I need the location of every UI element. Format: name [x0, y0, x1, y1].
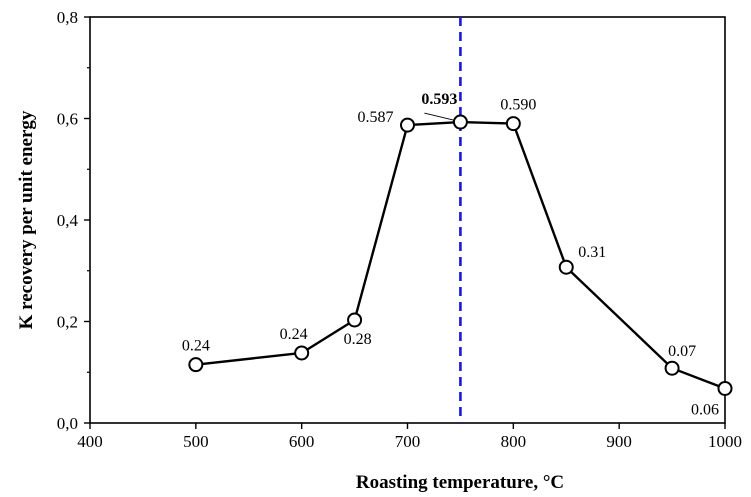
y-tick-label: 0,2 — [57, 313, 78, 332]
x-tick-label: 400 — [77, 432, 103, 451]
data-point — [400, 117, 415, 133]
data-point — [188, 357, 204, 373]
data-label: 0.587 — [358, 109, 394, 126]
y-tick-label: 0,4 — [57, 211, 79, 230]
data-point — [664, 360, 680, 376]
data-label: 0.06 — [691, 401, 719, 418]
data-label: 0.590 — [500, 97, 536, 114]
data-label: 0.28 — [344, 331, 372, 348]
data-point — [505, 116, 521, 132]
data-point — [558, 259, 574, 275]
data-label: 0.07 — [668, 343, 696, 360]
y-axis-title: K recovery per unit energy — [16, 110, 37, 329]
data-point — [717, 380, 733, 396]
data-label: 0.24 — [280, 326, 308, 343]
plot-frame — [89, 16, 726, 424]
label-leader-line — [424, 112, 454, 121]
data-label: 0.593 — [421, 91, 457, 108]
y-tick-label: 0,8 — [57, 8, 78, 27]
y-tick-label: 0,6 — [57, 110, 78, 129]
data-point — [294, 345, 310, 361]
data-label: 0.24 — [182, 338, 210, 355]
x-tick-label: 1000 — [708, 432, 742, 451]
x-tick-label: 900 — [606, 432, 632, 451]
y-tick-label: 0,0 — [57, 414, 78, 433]
data-series — [188, 114, 733, 396]
data-label: 0.31 — [578, 244, 606, 261]
data-labels: 0.24 0.24 0.28 0.587 0.593 0.590 0.31 0.07 0.06 — [182, 91, 719, 418]
chart-ticks: 400 500 600 700 800 900 1000 0,0 0,2 0,4 0,6 0,8 — [57, 8, 742, 451]
x-tick-label: 800 — [501, 432, 527, 451]
x-tick-label: 600 — [289, 432, 315, 451]
data-point — [347, 312, 363, 328]
data-point — [452, 114, 468, 130]
x-axis-title: Roasting temperature, °C — [356, 472, 564, 493]
x-tick-label: 500 — [183, 432, 209, 451]
x-tick-label: 700 — [395, 432, 421, 451]
chart-axes — [89, 16, 726, 424]
